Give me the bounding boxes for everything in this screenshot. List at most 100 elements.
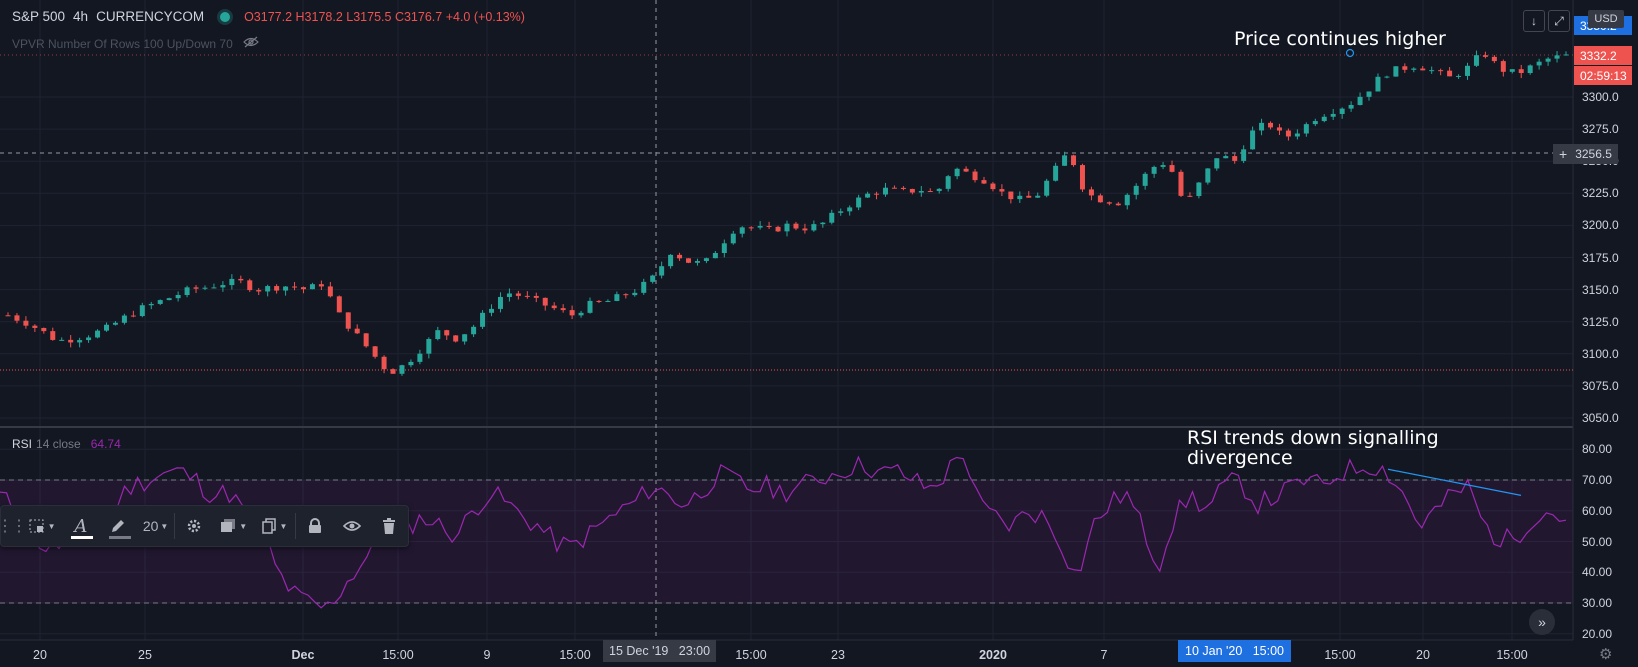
candle-body <box>1393 66 1399 77</box>
crosshair-price-label: +3256.5 <box>1553 144 1618 164</box>
ohlc-values: O3177.2 H3178.2 L3175.5 C3176.7 +4.0 (+0… <box>244 10 525 24</box>
scroll-to-realtime-button[interactable]: » <box>1529 609 1555 635</box>
candle-body <box>1554 55 1560 59</box>
download-button[interactable]: ↓ <box>1523 10 1545 32</box>
change-value: +4.0 (+0.13%) <box>445 9 525 24</box>
candle-body <box>462 334 468 342</box>
low-value: L3175.5 <box>346 9 392 24</box>
vpvr-legend[interactable]: VPVR Number Of Rows 100 Up/Down 70 <box>12 36 259 51</box>
drawing-toolbar[interactable]: ⋮⋮ ▼ A 20 ▼ ▼ ▼ <box>0 505 409 547</box>
candle-body <box>802 228 808 231</box>
lock-icon <box>308 518 321 533</box>
candle-body <box>1106 202 1112 204</box>
delete-button[interactable] <box>371 506 408 546</box>
candle-body <box>900 187 906 189</box>
candle-body <box>524 295 530 297</box>
annotation-anchor[interactable] <box>1345 48 1355 58</box>
timeframe[interactable]: 4h <box>73 9 89 24</box>
candles-series <box>5 50 1569 376</box>
candle-body <box>1232 156 1238 161</box>
candle-body <box>14 315 20 321</box>
candle-body <box>1482 55 1488 57</box>
candle-body <box>891 187 897 189</box>
candle-body <box>381 356 387 370</box>
plus-icon[interactable]: + <box>1559 146 1568 162</box>
candle-body <box>1205 168 1211 183</box>
candle-body <box>623 294 629 296</box>
candle-body <box>596 300 602 302</box>
time-tick: 9 <box>483 648 491 662</box>
candle-body <box>1026 195 1032 198</box>
price-tick: 3075.0 <box>1582 378 1619 393</box>
time-tick: Dec <box>291 648 315 662</box>
candle-body <box>372 346 378 357</box>
eye-hidden-icon[interactable] <box>242 36 259 51</box>
time-tick: 25 <box>138 648 152 662</box>
candle-body <box>1196 182 1202 197</box>
candle-body <box>686 258 692 263</box>
price-tick: 3150.0 <box>1582 282 1619 297</box>
candle-body <box>274 286 280 291</box>
candle-body <box>336 296 342 313</box>
candle-body <box>497 296 503 309</box>
font-size-select[interactable]: 20 ▼ <box>142 518 169 534</box>
candle-body <box>882 187 888 195</box>
rsi-legend[interactable]: RSI 14 close 64.74 <box>12 437 121 451</box>
candle-body <box>1384 76 1390 78</box>
candle-body <box>202 287 208 289</box>
rsi-trendline[interactable] <box>1387 468 1522 496</box>
text-icon: A <box>74 515 88 537</box>
candle-body <box>1178 171 1184 196</box>
candle-body <box>551 305 557 309</box>
candle-body <box>1097 195 1103 203</box>
candle-body <box>309 284 315 290</box>
rsi-params: 14 close <box>36 437 81 451</box>
crosshair-price-value: 3256.5 <box>1575 147 1612 161</box>
candle-body <box>130 315 136 317</box>
text-color-button[interactable]: A <box>62 506 99 546</box>
candle-body <box>909 188 915 193</box>
rsi-tick: 50.00 <box>1582 534 1613 549</box>
rectangle-fill-icon <box>29 519 44 533</box>
chart-settings-gear-icon[interactable]: ⚙ <box>1599 646 1613 663</box>
time-tick: 20 <box>33 648 47 662</box>
pencil-icon <box>112 520 125 532</box>
candle-body <box>1312 121 1318 125</box>
vpvr-label: VPVR Number Of Rows 100 Up/Down 70 <box>12 36 233 51</box>
price-annotation[interactable]: Price continues higher <box>1234 28 1446 50</box>
drag-handle-icon[interactable]: ⋮⋮ <box>0 518 27 535</box>
symbol-name[interactable]: S&P 500 <box>12 9 66 24</box>
candle-body <box>650 275 656 282</box>
candle-body <box>838 211 844 213</box>
candle-body <box>533 295 539 298</box>
candle-body <box>1008 191 1014 200</box>
rsi-tick: 20.00 <box>1582 626 1613 641</box>
time-tick: 2020 <box>979 648 1007 662</box>
candle-body <box>444 330 450 336</box>
font-size-value: 20 <box>142 518 159 534</box>
candle-body <box>1473 55 1479 66</box>
candle-body <box>659 266 665 276</box>
gear-icon <box>187 519 201 533</box>
crosshair-time-value: 15 Dec '19 23:00 <box>609 644 711 658</box>
hide-button[interactable] <box>333 506 370 546</box>
candle-body <box>1294 133 1300 137</box>
candle-body <box>927 191 933 193</box>
lock-button[interactable] <box>296 506 333 546</box>
currency-label[interactable]: USD <box>1588 10 1624 28</box>
fullscreen-button[interactable]: ⤢ <box>1548 10 1570 32</box>
eye-icon <box>343 521 362 531</box>
background-fill-button[interactable]: ▼ <box>21 506 62 546</box>
candle-body <box>981 180 987 184</box>
highlighted-time-value: 10 Jan '20 15:00 <box>1185 644 1284 658</box>
line-color-button[interactable] <box>100 506 137 546</box>
rsi-annotation[interactable]: RSI trends down signalling divergence <box>1187 427 1439 469</box>
candle-body <box>918 191 924 193</box>
settings-button[interactable] <box>175 506 212 546</box>
visual-order-button[interactable]: ▼ <box>213 506 254 546</box>
candle-body <box>300 287 306 290</box>
candle-body <box>489 308 495 313</box>
clone-button[interactable]: ▼ <box>254 506 295 546</box>
candle-body <box>614 294 620 301</box>
